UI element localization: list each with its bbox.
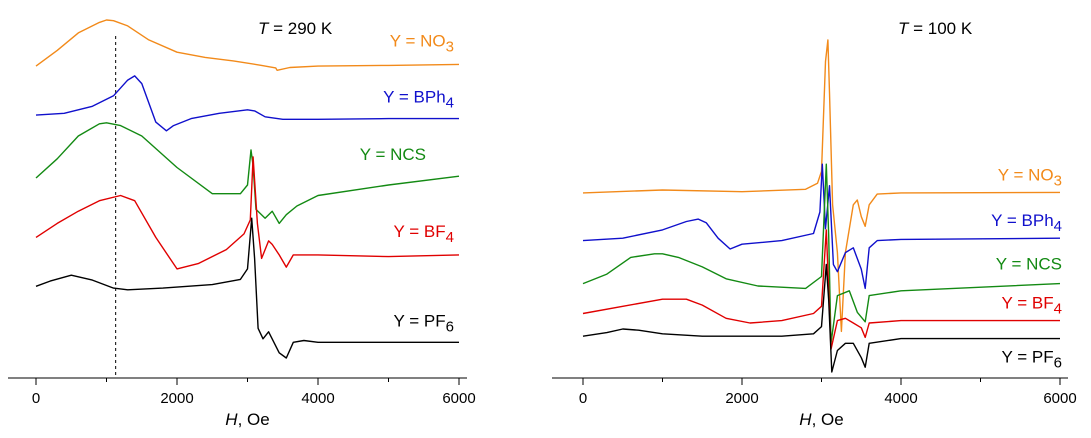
series-label-4: Y = BF4: [394, 222, 454, 246]
series-line-5: [35, 217, 459, 359]
series-line-3: [582, 163, 1061, 344]
series-label-1: Y = NO3: [998, 165, 1062, 189]
x-axis-label: H, Oe: [225, 410, 269, 429]
series-line-2: [35, 75, 459, 132]
x-axis-label-unit: , Oe: [238, 410, 270, 429]
series-label-text: Y = NO: [390, 31, 446, 50]
series-label-subscript: 4: [446, 95, 454, 112]
series-label-text: Y = PF: [1002, 348, 1054, 367]
chart-title-value: = 100 K: [908, 19, 972, 38]
series-label-text: Y = NO: [998, 165, 1054, 184]
series-label-subscript: 4: [1054, 218, 1062, 235]
series-label-text: Y = BPh: [991, 211, 1054, 230]
series-label-2: Y = BPh4: [991, 211, 1062, 235]
x-tick-label: 6000: [1043, 390, 1076, 407]
series-label-subscript: 4: [446, 229, 454, 246]
series-label-subscript: 3: [446, 38, 454, 55]
series-line-1: [35, 19, 460, 72]
series-label-5: Y = PF6: [394, 311, 454, 335]
chart-title-value: = 290 K: [268, 19, 332, 38]
series-label-subscript: 6: [1054, 355, 1062, 372]
series-line-5: [582, 263, 1060, 373]
x-axis-label: H, Oe: [799, 410, 843, 429]
series-label-subscript: 4: [1054, 301, 1062, 318]
series-label-text: Y = BF: [1002, 294, 1054, 313]
chart-title: T = 100 K: [898, 19, 973, 38]
series-line-3: [35, 122, 460, 225]
chart-title-symbol: T: [898, 19, 910, 38]
x-tick-label: 2000: [160, 390, 193, 407]
x-tick-label: 2000: [725, 390, 758, 407]
chart-panel-2: 0 2000 4000 6000 H, Oe T = 100 K Y = NO3 Y = BP…: [552, 19, 1077, 429]
x-axis-label-unit: , Oe: [812, 410, 844, 429]
series-label-text: Y = BF: [394, 222, 446, 241]
x-tick-label: 0: [579, 390, 587, 407]
series-line-2: [582, 163, 1061, 290]
x-axis-label-symbol: H: [225, 410, 238, 429]
series-label-2: Y = BPh4: [383, 88, 454, 112]
series-label-3: Y = NCS: [360, 145, 426, 164]
chart-title: T = 290 K: [258, 19, 333, 38]
series-label-5: Y = PF6: [1002, 348, 1062, 372]
series-label-4: Y = BF4: [1002, 294, 1062, 318]
series-label-text: Y = PF: [394, 311, 446, 330]
x-axis-label-symbol: H: [799, 410, 812, 429]
x-tick-label: 0: [32, 390, 40, 407]
series-label-subscript: 3: [1054, 172, 1062, 189]
x-tick-label: 4000: [884, 390, 917, 407]
series-line-4: [35, 156, 460, 270]
x-tick-label: 6000: [442, 390, 475, 407]
series-label-text: Y = NCS: [360, 145, 426, 164]
series-label-3: Y = NCS: [996, 255, 1062, 274]
chart-panel-1: 0 2000 4000 6000 H, Oe T = 290 K Y = NO3 Y = BP…: [8, 19, 476, 429]
x-tick-label: 4000: [301, 390, 334, 407]
chart-title-symbol: T: [258, 19, 270, 38]
series-line-1: [582, 39, 1061, 333]
series-line-4: [582, 229, 1060, 350]
series-label-text: Y = BPh: [383, 88, 446, 107]
series-label-subscript: 6: [446, 318, 454, 335]
series-label-text: Y = NCS: [996, 255, 1062, 274]
series-label-1: Y = NO3: [390, 31, 454, 55]
